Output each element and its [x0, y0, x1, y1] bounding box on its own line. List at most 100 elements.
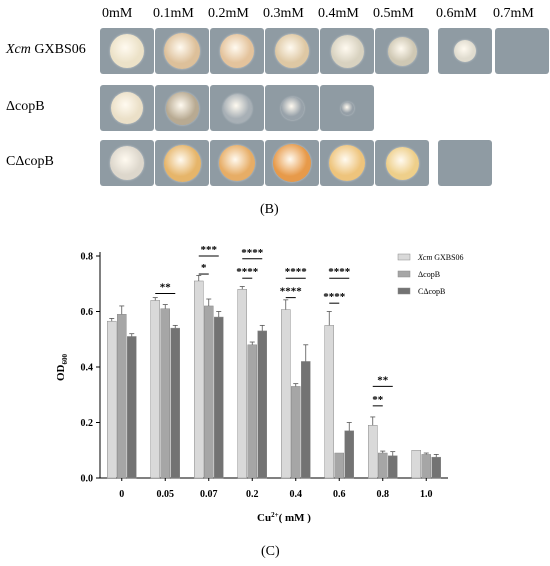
- significance-label: **: [377, 374, 389, 386]
- x-tick-label: 0.05: [157, 489, 175, 500]
- bar: [368, 425, 378, 479]
- strain-row-label: CΔcopB: [6, 154, 54, 170]
- strain-name-label: CΔcopB: [6, 154, 54, 169]
- bacterial-colony: [330, 34, 364, 68]
- bacterial-colony: [111, 92, 143, 124]
- bacterial-colony: [385, 146, 419, 180]
- plate-well: [210, 85, 264, 131]
- x-tick-label: 1.0: [420, 489, 433, 500]
- strain-italic-label: Xcm: [6, 42, 31, 57]
- strain-row-label: Xcm GXBS06: [6, 42, 86, 58]
- concentration-label: 0.5mM: [373, 6, 414, 21]
- concentration-label: 0mM: [102, 6, 133, 21]
- bar: [170, 327, 180, 479]
- bacterial-colony: [387, 36, 417, 66]
- concentration-label: 0.6mM: [436, 6, 477, 21]
- plate-well: [100, 140, 154, 186]
- plate-well: [155, 85, 209, 131]
- plate-well: [210, 28, 264, 74]
- bar: [204, 305, 214, 479]
- bacterial-colony: [329, 145, 365, 181]
- bacterial-colony: [163, 144, 201, 182]
- bar: [388, 455, 398, 479]
- significance-label: ****: [236, 266, 259, 278]
- y-tick-label: 0.8: [81, 252, 94, 263]
- bar: [107, 320, 117, 479]
- significance-label: ****: [328, 266, 351, 278]
- bar: [324, 325, 334, 479]
- bacterial-colony: [164, 33, 200, 69]
- legend-label: Xcm GXBS06: [417, 253, 464, 262]
- significance-label: *: [201, 262, 207, 274]
- bacterial-colony: [219, 145, 255, 181]
- plate-well: [100, 28, 154, 74]
- plate-well: [320, 28, 374, 74]
- legend-label: CΔcopB: [418, 287, 445, 296]
- significance-label: ****: [323, 291, 346, 303]
- bacterial-colony: [220, 34, 254, 68]
- bar: [257, 330, 267, 479]
- panel-b-caption: (B): [260, 202, 279, 217]
- bacterial-colony: [454, 40, 476, 62]
- significance-label: **: [372, 394, 384, 406]
- bar: [411, 450, 421, 479]
- concentration-label: 0.7mM: [493, 6, 534, 21]
- legend-swatch: [397, 287, 411, 295]
- bacterial-colony: [165, 91, 199, 125]
- significance-label: ****: [280, 286, 303, 298]
- plate-well: [210, 140, 264, 186]
- legend-swatch: [397, 270, 411, 278]
- bacterial-colony: [340, 101, 354, 115]
- significance-label: ****: [285, 266, 308, 278]
- strain-name-label: GXBS06: [30, 42, 86, 57]
- y-axis-label: OD600: [55, 354, 69, 382]
- x-tick-label: 0.4: [290, 489, 303, 500]
- plate-well: [320, 85, 374, 131]
- x-tick-label: 0.07: [200, 489, 218, 500]
- significance-label: **: [160, 281, 172, 293]
- bacterial-colony: [273, 144, 311, 182]
- plate-well: [375, 28, 429, 74]
- y-tick-label: 0.2: [81, 418, 94, 429]
- plate-well: [265, 140, 319, 186]
- bar: [378, 452, 388, 479]
- bar: [194, 280, 204, 479]
- plate-well: [438, 28, 492, 74]
- y-tick-label: 0.4: [81, 363, 94, 374]
- plate-well: [265, 85, 319, 131]
- bar: [247, 344, 257, 479]
- significance-label: ***: [201, 244, 218, 256]
- plate-well: [320, 140, 374, 186]
- bar: [117, 314, 127, 479]
- bar: [301, 361, 311, 479]
- legend-label: ΔcopB: [418, 270, 440, 279]
- bar: [344, 430, 354, 479]
- bacterial-colony: [222, 93, 252, 123]
- bar-chart: 0.0 0.2 0.4 0.6 0.8 OD600 0 0.05 0.07 0.2 0.4 0.6 0.…: [55, 244, 464, 524]
- bar: [160, 308, 170, 479]
- plate-well: [155, 28, 209, 74]
- bar: [237, 289, 247, 479]
- strain-name-label: ΔcopB: [6, 99, 45, 114]
- strain-row-label: ΔcopB: [6, 99, 45, 115]
- bacterial-colony: [280, 96, 304, 120]
- bar: [127, 336, 137, 479]
- bar: [421, 454, 431, 479]
- bar: [291, 386, 301, 479]
- bar: [334, 452, 344, 479]
- plate-well: [265, 28, 319, 74]
- plate-well: [375, 140, 429, 186]
- concentration-label: 0.3mM: [263, 6, 304, 21]
- bar: [431, 456, 441, 479]
- x-axis-label: Cu2+( mM ): [257, 511, 311, 524]
- bacterial-colony: [110, 146, 144, 180]
- x-tick-label: 0.6: [333, 489, 346, 500]
- legend-swatch: [397, 253, 411, 261]
- x-tick-label: 0: [119, 489, 124, 500]
- bacterial-colony: [110, 34, 144, 68]
- plate-well: [100, 85, 154, 131]
- concentration-label: 0.1mM: [153, 6, 194, 21]
- plate-well: [438, 140, 492, 186]
- y-tick-label: 0.6: [81, 307, 94, 318]
- x-tick-label: 0.8: [377, 489, 390, 500]
